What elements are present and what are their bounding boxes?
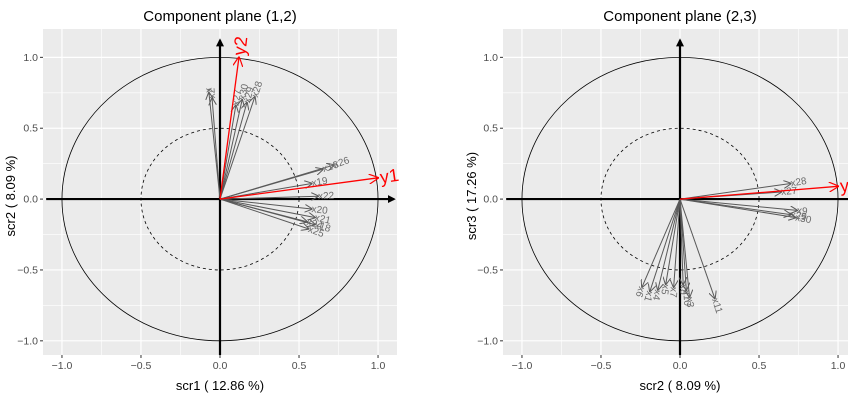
variable-label: x25 [306,224,325,240]
y-tick-label: 0.5 [23,123,38,135]
variable-label: x3 [684,296,696,308]
variable-arrow [219,196,318,199]
y-tick-label: −1.0 [17,335,38,347]
variable-arrow [219,198,315,217]
y-tick-label: 0.0 [483,194,498,206]
supplementary-arrow [679,186,838,200]
supplementary-arrow [219,57,239,200]
y-tick-label: 1.0 [23,52,38,64]
x-tick-label: −1.0 [512,360,533,372]
variable-arrow [679,183,791,200]
y-axis-label: scr2 ( 8.09 %) [3,156,18,237]
variable-arrow [679,198,797,210]
variable-arrow [219,169,323,200]
x-tick-label: 0.0 [213,360,228,372]
variable-arrow [219,100,242,200]
variable-arrow [642,198,681,287]
variable-label: x7 [667,287,679,299]
chart-title: Component plane (1,2) [143,8,296,25]
y-tick-label: −1.0 [477,335,498,347]
variable-arrow [674,199,681,287]
x-tick-label: 1.0 [831,360,846,372]
y-tick-label: 0.0 [23,194,38,206]
variable-label: x21 [314,213,333,227]
variable-label: x28 [250,80,265,99]
variable-label: x2 [206,87,218,99]
x-axis-label: scr2 ( 8.09 %) [640,378,721,393]
y-tick-label: −0.5 [477,264,498,276]
supplementary-label: y1 [379,165,401,188]
plot-right: Component plane (2,3) scr2 ( 8.09 %) scr… [464,8,848,393]
variable-label: x [203,87,214,93]
variable-arrow [219,198,312,209]
plot-left: Component plane (1,2) scr1 ( 12.86 %) sc… [3,8,400,393]
supplementary-label: y2 [229,35,251,56]
variable-label: x30 [794,213,812,227]
variable-label: x30 [237,83,251,101]
x-tick-label: 1.0 [371,360,386,372]
variable-arrow [666,199,681,284]
variable-arrow [212,98,221,200]
variable-arrow [658,198,681,290]
x-tick-label: 0.5 [752,360,767,372]
variable-label: x1 [641,290,655,304]
x-tick-label: 0.5 [292,360,307,372]
variable-arrow [219,103,247,200]
variable-arrow [650,198,681,291]
variable-label: x11 [709,297,724,315]
x-tick-label: 0.0 [673,360,688,372]
variable-arrow [219,198,309,229]
variable-label: x22 [318,191,335,203]
variable-label: x16 [321,159,340,175]
variable-arrow [679,198,715,298]
variable-arrow [219,97,255,200]
variable-label: x27 [781,186,798,198]
variable-arrow [679,199,686,290]
variable-label: x10 [680,289,692,306]
variable-label: x9 [796,205,808,217]
x-tick-label: −1.0 [52,360,73,372]
variable-arrow [679,198,795,217]
variable-label: x26 [332,155,351,171]
supplementary-label: y2 [839,174,848,196]
variable-label: x28 [790,176,808,189]
x-tick-label: −0.5 [591,360,612,372]
y-tick-label: −0.5 [17,264,38,276]
chart-title: Component plane (2,3) [603,8,756,25]
supplementary-arrow [219,178,378,200]
variable-arrow [219,198,315,225]
y-axis-label: scr3 ( 17.26 %) [464,152,479,240]
x-axis-label: scr1 ( 12.86 %) [176,378,264,393]
variable-label: x6 [633,285,647,299]
variable-label: x18 [313,220,332,235]
x-tick-label: −0.5 [131,360,152,372]
y-tick-label: 0.5 [483,123,498,135]
y-tick-label: 1.0 [483,52,498,64]
